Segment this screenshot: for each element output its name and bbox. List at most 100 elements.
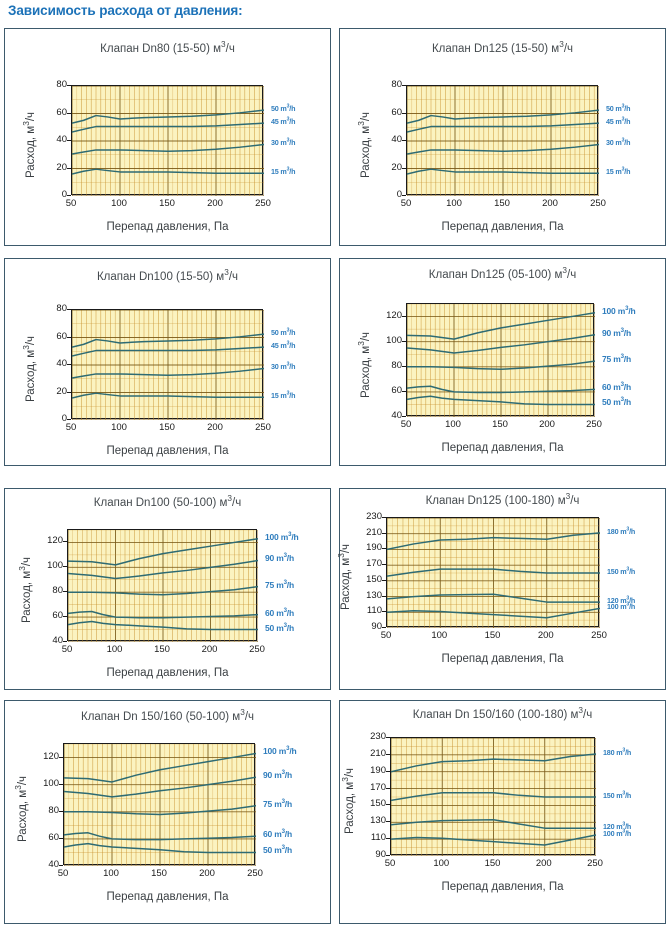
x-axis-label: Перепад давления, Па: [106, 667, 229, 679]
y-axis-tick: 230: [370, 731, 386, 742]
x-axis-tick: 150: [492, 419, 508, 430]
legend-label: 30 m3/h: [271, 362, 296, 372]
x-axis-tick: 200: [539, 419, 555, 430]
y-axis-tick: 60: [391, 384, 402, 396]
chart-title: Клапан Dn125 (15-50) м3/ч: [431, 40, 574, 55]
y-axis-tick: 100: [386, 334, 402, 346]
legend-label: 15 m3/h: [271, 166, 296, 177]
y-axis-tick-mark: [382, 564, 386, 566]
y-axis-tick: 210: [370, 747, 386, 759]
y-axis-tick: 80: [391, 359, 402, 371]
plot-area: [63, 743, 256, 866]
x-axis-tick: 250: [590, 198, 606, 209]
y-axis-tick-mark: [67, 112, 71, 114]
y-axis-tick-mark: [382, 517, 386, 518]
y-axis-tick: 170: [366, 558, 382, 570]
y-axis-label: Расход, м3/ч: [357, 111, 372, 178]
legend-label: 50 m3/h: [271, 103, 296, 114]
y-axis-tick-mark: [67, 391, 71, 393]
y-axis-label: Расход, м3/ч: [337, 543, 352, 610]
x-axis-tick: 100: [446, 198, 462, 209]
chart-title: Клапан Dn125 (05-100) м3/ч: [428, 266, 577, 281]
legend-label: 100 m3/h: [603, 828, 632, 838]
y-axis-tick: 60: [48, 831, 59, 843]
legend-label: 30 m3/h: [606, 138, 631, 148]
legend-label: 50 m3/h: [263, 844, 292, 856]
y-axis-tick-mark: [382, 548, 386, 550]
y-axis-tick-mark: [67, 167, 71, 169]
y-axis-tick: 90: [375, 849, 386, 860]
legend-label: 15 m3/h: [271, 390, 296, 401]
y-axis-tick-mark: [67, 364, 71, 365]
y-axis-tick-mark: [59, 865, 63, 866]
y-axis-tick: 110: [366, 605, 382, 617]
legend-label: 50 m3/h: [602, 396, 631, 408]
plot-area: [406, 85, 599, 196]
x-axis-tick: 100: [431, 630, 448, 641]
plot-area: [67, 529, 258, 642]
y-axis-tick-mark: [386, 753, 390, 755]
y-axis-tick-mark: [386, 787, 390, 789]
x-axis-tick: 100: [433, 858, 450, 869]
x-axis-tick: 250: [247, 868, 263, 879]
y-axis-label: Расход, м3/ч: [22, 335, 37, 402]
plot-area: [390, 737, 596, 856]
y-axis-tick: 100: [43, 777, 59, 789]
plot-area: [71, 85, 264, 196]
plot-area: [406, 303, 595, 417]
x-axis-tick: 250: [255, 198, 271, 209]
y-axis-tick-mark: [67, 195, 71, 196]
y-axis-tick: 40: [56, 358, 67, 369]
chart-panel-dn125-100-180: Клапан Dn125 (100-180) м3/ч Расход, м3/ч П…: [337, 488, 666, 690]
legend-label: 120 m3/h: [603, 821, 632, 832]
y-axis-tick-mark: [382, 627, 386, 628]
y-axis-tick-mark: [402, 365, 406, 367]
x-axis-tick: 50: [57, 868, 69, 879]
y-axis-tick: 20: [56, 385, 67, 397]
y-axis-label: Расход, м3/ч: [18, 556, 33, 623]
y-axis-tick-mark: [382, 579, 386, 581]
x-axis-tick: 250: [255, 422, 271, 433]
y-axis-tick-mark: [63, 566, 67, 568]
x-axis-tick: 200: [537, 630, 554, 641]
legend-label: 150 m3/h: [603, 790, 632, 800]
y-axis-tick: 60: [56, 330, 67, 342]
y-axis-tick: 210: [366, 526, 382, 538]
y-axis-tick: 0: [396, 189, 402, 200]
chart-panel-dn125-05-100: Клапан Dn125 (05-100) м3/ч Расход, м3/ч Пе…: [339, 258, 666, 466]
y-axis-tick-mark: [382, 532, 386, 534]
legend-label: 75 m3/h: [602, 353, 631, 365]
y-axis-label: Расход, м3/ч: [14, 775, 29, 842]
x-axis-tick: 50: [65, 198, 77, 209]
legend-label: 90 m3/h: [265, 552, 294, 564]
y-axis-tick: 120: [43, 750, 59, 762]
x-axis-label: Перепад давления, Па: [106, 445, 229, 457]
chart-panel-dn80-15-50: Клапан Dn80 (15-50) м3/ч Расход, м3/ч Пере…: [4, 28, 331, 246]
x-axis-tick: 150: [159, 422, 175, 433]
x-axis-tick: 250: [586, 419, 602, 430]
x-axis-tick: 50: [380, 630, 392, 641]
y-axis-tick-mark: [402, 390, 406, 392]
y-axis-tick-mark: [63, 641, 67, 642]
x-axis-tick: 50: [384, 858, 396, 869]
legend-label: 45 m3/h: [271, 116, 296, 127]
legend-label: 150 m3/h: [607, 566, 636, 576]
x-axis-tick: 150: [494, 198, 510, 209]
y-axis-tick: 60: [52, 610, 63, 622]
legend-label: 120 m3/h: [607, 595, 636, 606]
y-axis-tick: 150: [370, 798, 386, 810]
y-axis-tick: 20: [56, 161, 67, 173]
x-axis-tick: 150: [159, 198, 175, 209]
x-axis-tick: 50: [65, 422, 77, 433]
y-axis-tick: 110: [370, 832, 386, 844]
legend-label: 45 m3/h: [271, 340, 296, 351]
x-axis-tick: 200: [207, 422, 223, 433]
x-axis-tick: 100: [445, 419, 461, 430]
x-axis-tick: 250: [249, 644, 265, 655]
y-axis-tick-mark: [63, 616, 67, 618]
page-title: Зависимость расхода от давления:: [8, 3, 243, 18]
y-axis-tick: 40: [52, 635, 63, 646]
y-axis-tick: 170: [370, 781, 386, 793]
y-axis-tick-mark: [402, 315, 406, 317]
